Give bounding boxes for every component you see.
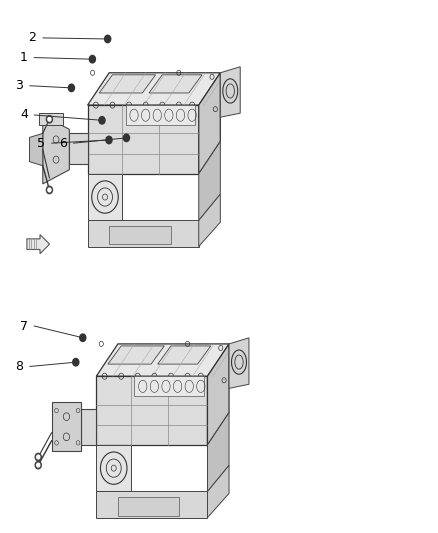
Polygon shape bbox=[220, 67, 240, 117]
Polygon shape bbox=[96, 344, 229, 376]
Polygon shape bbox=[88, 174, 123, 220]
Polygon shape bbox=[229, 338, 249, 389]
Text: 7: 7 bbox=[20, 320, 28, 333]
Polygon shape bbox=[99, 75, 155, 93]
Polygon shape bbox=[43, 115, 69, 184]
Polygon shape bbox=[96, 491, 208, 518]
Circle shape bbox=[68, 84, 74, 92]
Polygon shape bbox=[52, 402, 81, 451]
Polygon shape bbox=[39, 113, 63, 125]
Circle shape bbox=[106, 136, 112, 144]
Circle shape bbox=[48, 188, 51, 192]
Polygon shape bbox=[208, 413, 229, 491]
Polygon shape bbox=[69, 133, 88, 164]
Polygon shape bbox=[27, 235, 49, 254]
Polygon shape bbox=[109, 227, 170, 245]
Circle shape bbox=[80, 334, 86, 342]
Circle shape bbox=[35, 462, 41, 469]
Polygon shape bbox=[208, 344, 229, 445]
Polygon shape bbox=[134, 376, 204, 397]
Text: 1: 1 bbox=[20, 51, 28, 64]
Polygon shape bbox=[88, 220, 199, 246]
Circle shape bbox=[73, 359, 79, 366]
Polygon shape bbox=[29, 133, 43, 166]
Circle shape bbox=[105, 35, 111, 43]
Text: 3: 3 bbox=[15, 79, 23, 92]
Polygon shape bbox=[118, 497, 179, 515]
Polygon shape bbox=[208, 465, 229, 518]
Polygon shape bbox=[81, 409, 96, 445]
Text: 2: 2 bbox=[28, 31, 36, 44]
Text: 4: 4 bbox=[20, 109, 28, 122]
Polygon shape bbox=[88, 73, 220, 105]
Polygon shape bbox=[199, 141, 220, 220]
Circle shape bbox=[46, 186, 53, 193]
Polygon shape bbox=[96, 376, 208, 445]
Text: 6: 6 bbox=[59, 136, 67, 150]
Polygon shape bbox=[158, 346, 211, 364]
Circle shape bbox=[99, 117, 105, 124]
Circle shape bbox=[37, 463, 40, 467]
Text: 8: 8 bbox=[15, 360, 23, 373]
Polygon shape bbox=[199, 73, 220, 174]
Circle shape bbox=[35, 453, 41, 461]
Circle shape bbox=[48, 117, 51, 121]
Circle shape bbox=[46, 116, 53, 123]
Circle shape bbox=[89, 55, 95, 63]
Polygon shape bbox=[149, 75, 202, 93]
Circle shape bbox=[37, 455, 40, 459]
Polygon shape bbox=[126, 105, 195, 125]
Text: 5: 5 bbox=[37, 136, 45, 150]
Polygon shape bbox=[199, 194, 220, 246]
Circle shape bbox=[124, 134, 130, 142]
Polygon shape bbox=[96, 445, 131, 491]
Polygon shape bbox=[88, 105, 199, 174]
Polygon shape bbox=[108, 346, 164, 364]
